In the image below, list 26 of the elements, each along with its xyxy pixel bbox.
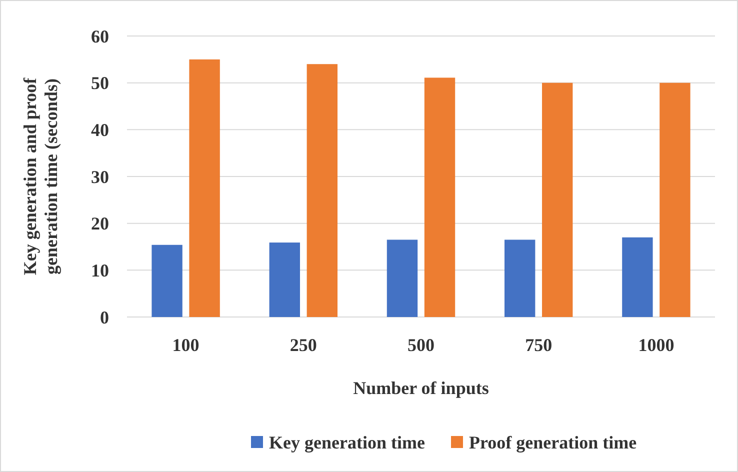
bar <box>269 242 300 317</box>
bar <box>542 82 573 317</box>
legend-label: Proof generation time <box>469 432 637 452</box>
x-tick-label: 250 <box>290 335 317 355</box>
y-tick-label: 10 <box>91 260 109 280</box>
bar <box>152 244 182 317</box>
bar <box>386 240 418 317</box>
y-tick-label: 0 <box>100 307 109 328</box>
x-tick-label: 500 <box>408 335 434 355</box>
y-tick-label: 50 <box>91 73 109 94</box>
bar <box>306 64 338 317</box>
bar <box>622 237 653 317</box>
bar <box>189 59 220 317</box>
y-tick-label: 20 <box>91 214 109 234</box>
y-tick-label: 40 <box>91 120 109 140</box>
y-tick-label: 60 <box>91 26 109 46</box>
x-tick-label: 750 <box>525 335 552 355</box>
x-tick-label: 100 <box>172 335 200 355</box>
bar <box>660 82 690 317</box>
y-tick-label: 30 <box>91 166 109 187</box>
legend-label: Key generation time <box>269 432 425 452</box>
bar <box>424 78 456 317</box>
x-tick-label: 1000 <box>638 335 674 355</box>
bar <box>504 240 536 317</box>
x-axis-title: Number of inputs <box>353 378 489 398</box>
y-axis-title: Key generation and proof generation time (seconds) <box>20 76 61 276</box>
